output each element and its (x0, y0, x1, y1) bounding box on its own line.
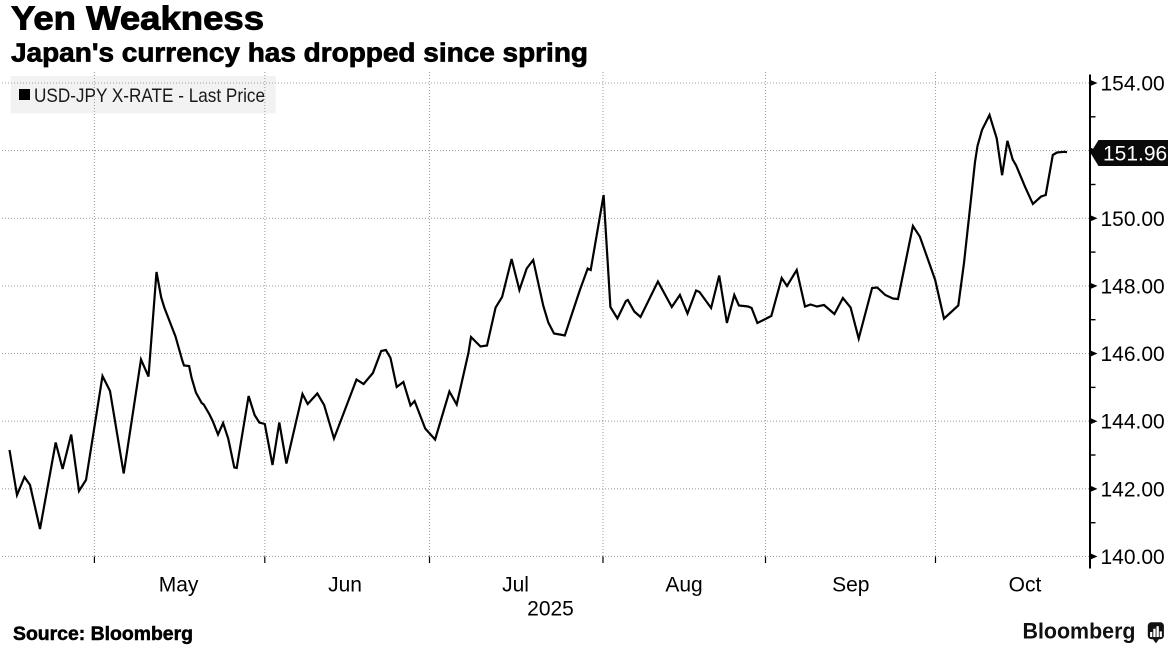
svg-text:Source: Bloomberg: Source: Bloomberg (13, 624, 193, 645)
svg-text:140.00: 140.00 (1101, 546, 1165, 569)
svg-text:144.00: 144.00 (1101, 411, 1165, 434)
svg-text:Yen Weakness: Yen Weakness (11, 0, 264, 37)
svg-text:Japan's currency has dropped s: Japan's currency has dropped since sprin… (11, 40, 588, 68)
svg-text:Jul: Jul (502, 574, 529, 597)
svg-text:Bloomberg: Bloomberg (1023, 619, 1136, 644)
svg-text:May: May (159, 574, 199, 597)
svg-text:142.00: 142.00 (1101, 478, 1165, 501)
svg-text:Jun: Jun (328, 574, 362, 597)
svg-text:151.96: 151.96 (1103, 143, 1167, 166)
svg-text:148.00: 148.00 (1101, 275, 1165, 298)
svg-text:USD-JPY X-RATE - Last Price: USD-JPY X-RATE - Last Price (34, 85, 265, 107)
svg-text:2025: 2025 (527, 598, 574, 621)
svg-text:Oct: Oct (1009, 574, 1042, 597)
svg-text:146.00: 146.00 (1101, 343, 1165, 366)
svg-text:154.00: 154.00 (1101, 73, 1165, 96)
svg-text:Sep: Sep (832, 574, 869, 597)
svg-text:Aug: Aug (665, 574, 702, 597)
svg-text:150.00: 150.00 (1101, 208, 1165, 231)
